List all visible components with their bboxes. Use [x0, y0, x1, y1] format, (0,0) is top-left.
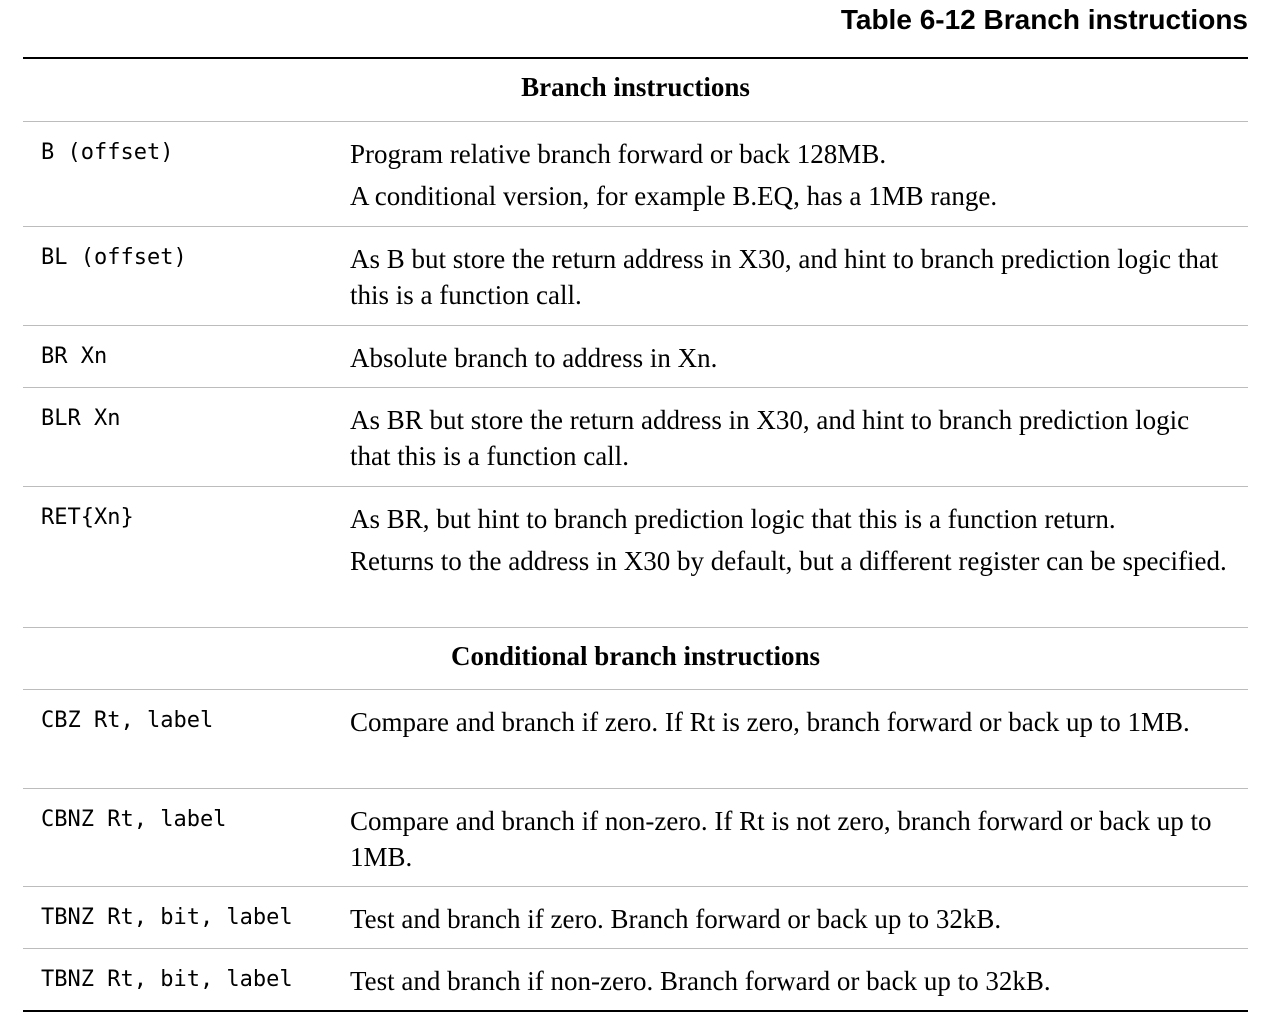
- description-cell: Compare and branch if non-zero. If Rt is…: [350, 803, 1248, 886]
- section-heading: Conditional branch instructions: [23, 628, 1248, 690]
- description-text: Returns to the address in X30 by default…: [350, 546, 1227, 576]
- table-caption: Table 6-12 Branch instructions: [840, 4, 1248, 35]
- description-cell: As BR, but hint to branch prediction log…: [350, 501, 1248, 627]
- description-cell: Test and branch if zero. Branch forward …: [350, 901, 1248, 948]
- instruction-cell: BL (offset): [41, 245, 187, 270]
- instruction-cell: RET{Xn}: [41, 505, 134, 530]
- table-row: BL (offset) As B but store the return ad…: [23, 227, 1248, 326]
- instruction-cell: TBNZ Rt, bit, label: [41, 967, 293, 992]
- description-cell: Test and branch if non-zero. Branch forw…: [350, 963, 1248, 1010]
- description-text: Test and branch if zero. Branch forward …: [350, 904, 1002, 934]
- table-row: CBNZ Rt, label Compare and branch if non…: [23, 789, 1248, 887]
- description-text: As BR but store the return address in X3…: [350, 405, 1190, 471]
- branch-instructions-table: Branch instructions B (offset) Program r…: [23, 57, 1248, 1012]
- instruction-cell: BLR Xn: [41, 406, 121, 431]
- description-text: Program relative branch forward or back …: [350, 139, 887, 169]
- table-row: BR Xn Absolute branch to address in Xn.: [23, 326, 1248, 388]
- description-cell: Absolute branch to address in Xn.: [350, 340, 1248, 387]
- description-text: Test and branch if non-zero. Branch forw…: [350, 966, 1051, 996]
- table-row: B (offset) Program relative branch forwa…: [23, 122, 1248, 227]
- instruction-cell: BR Xn: [41, 344, 108, 369]
- description-text: Absolute branch to address in Xn.: [350, 343, 718, 373]
- instruction-cell: TBNZ Rt, bit, label: [41, 905, 293, 930]
- description-text: Compare and branch if non-zero. If Rt is…: [350, 806, 1212, 872]
- instruction-cell: B (offset): [41, 140, 174, 165]
- description-text: As BR, but hint to branch prediction log…: [350, 504, 1116, 534]
- description-cell: Program relative branch forward or back …: [350, 136, 1248, 226]
- table-row: TBNZ Rt, bit, label Test and branch if z…: [23, 887, 1248, 949]
- table-row: TBNZ Rt, bit, label Test and branch if n…: [23, 949, 1248, 1010]
- table-row: CBZ Rt, label Compare and branch if zero…: [23, 690, 1248, 789]
- instruction-cell: CBNZ Rt, label: [41, 807, 227, 832]
- description-text: As B but store the return address in X30…: [350, 244, 1219, 310]
- description-text: A conditional version, for example B.EQ,…: [350, 181, 998, 211]
- section-heading: Branch instructions: [23, 59, 1248, 122]
- description-text: Compare and branch if zero. If Rt is zer…: [350, 707, 1190, 737]
- description-cell: As BR but store the return address in X3…: [350, 402, 1248, 486]
- instruction-cell: CBZ Rt, label: [41, 708, 214, 733]
- table-row: BLR Xn As BR but store the return addres…: [23, 388, 1248, 487]
- table-row: RET{Xn} As BR, but hint to branch predic…: [23, 487, 1248, 628]
- description-cell: Compare and branch if zero. If Rt is zer…: [350, 704, 1248, 788]
- description-cell: As B but store the return address in X30…: [350, 241, 1248, 325]
